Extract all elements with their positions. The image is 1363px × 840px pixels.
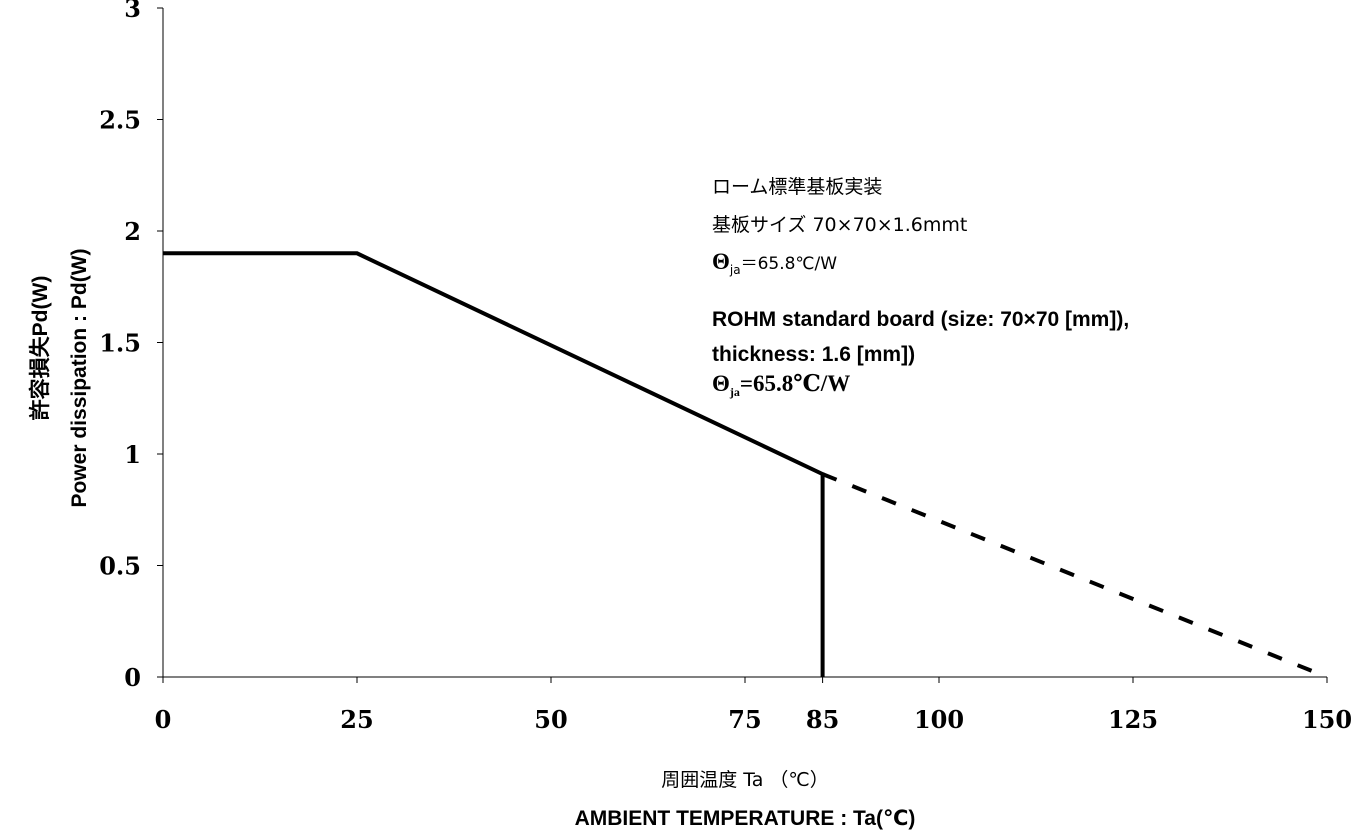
y-tick-labels: 0 0.5 1 1.5 2 2.5 3 bbox=[99, 0, 141, 692]
y-axis-title-en: Power dissipation : Pd(W) bbox=[68, 248, 91, 507]
annotation-en-theta-sub: ja bbox=[729, 385, 740, 399]
x-tick-label: 75 bbox=[728, 705, 761, 734]
annotation-ja-line2: 基板サイズ 70×70×1.6mmt bbox=[712, 214, 967, 236]
annotation-ja-theta-sub: ja bbox=[729, 263, 741, 277]
y-tick-label: 0.5 bbox=[99, 552, 141, 581]
y-tick-label: 3 bbox=[124, 0, 141, 23]
annotation-en-theta-symbol: Θ bbox=[712, 371, 730, 396]
x-tick-label: 0 bbox=[155, 705, 172, 734]
y-tick-label: 0 bbox=[124, 663, 141, 692]
annotation-en-theta: Θja=65.8℃/W bbox=[712, 371, 850, 399]
derating-line-solid bbox=[163, 251, 825, 677]
annotation-ja-theta-value: ＝65.8℃/W bbox=[741, 254, 838, 274]
chart-lines bbox=[163, 251, 1328, 679]
annotation-en-theta-value: =65.8℃/W bbox=[740, 371, 850, 396]
annotation-ja-theta: Θja＝65.8℃/W bbox=[712, 249, 837, 277]
chart-axes bbox=[157, 7, 1328, 683]
x-axis-title-ja: 周囲温度 Ta （℃） bbox=[661, 769, 829, 791]
x-tick-label: 150 bbox=[1302, 705, 1352, 734]
annotation-en-line1: ROHM standard board (size: 70×70 [mm]), bbox=[712, 308, 1129, 331]
x-tick-label: 125 bbox=[1108, 705, 1158, 734]
annotation-en-line2: thickness: 1.6 [mm]) bbox=[712, 343, 915, 366]
y-tick-label: 2.5 bbox=[99, 106, 141, 135]
derating-line-dashed bbox=[821, 472, 1328, 679]
y-axis-title-ja: 許容損失Pd(W) bbox=[28, 276, 52, 421]
x-tick-label: 25 bbox=[340, 705, 373, 734]
annotation-ja-line1: ローム標準基板実装 bbox=[712, 176, 882, 198]
x-tick-label: 100 bbox=[914, 705, 964, 734]
y-tick-label: 1 bbox=[124, 440, 141, 469]
y-tick-label: 1.5 bbox=[99, 329, 141, 358]
x-tick-label: 85 bbox=[806, 705, 839, 734]
annotation-ja-theta-symbol: Θ bbox=[712, 249, 730, 274]
y-tick-label: 2 bbox=[124, 217, 141, 246]
x-tick-label: 50 bbox=[534, 705, 567, 734]
x-axis-title-en: AMBIENT TEMPERATURE : Ta(℃) bbox=[575, 807, 916, 830]
x-tick-labels: 0 25 50 75 85 100 125 150 bbox=[155, 705, 1352, 734]
